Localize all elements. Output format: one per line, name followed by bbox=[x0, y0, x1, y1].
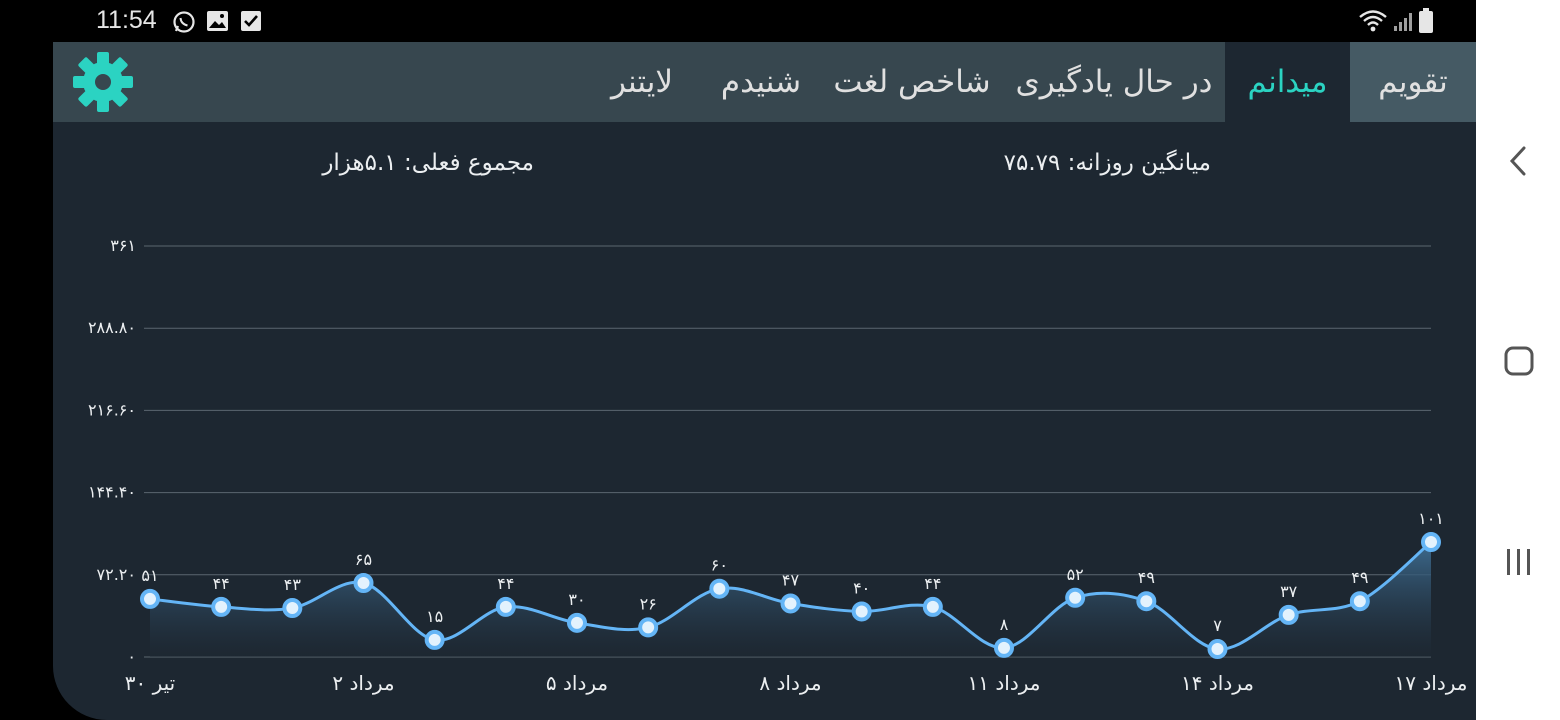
learned-words-chart: ۰ ۷۲.۲۰ ۱۴۴.۴۰ ۲۱۶.۶۰ ۲۸۸.۸۰ ۳۶۱ ۵۱ ۴۴ ۴۳ ۶۵ ۱۵ ۴۴… bbox=[88, 236, 1468, 695]
x-tick-label: ۱۷ مرداد bbox=[1395, 671, 1468, 695]
data-point[interactable] bbox=[1421, 532, 1441, 553]
navigation-bar bbox=[1476, 0, 1560, 720]
daily-average-text: میانگین روزانه: ۷۵.۷۹ bbox=[1003, 150, 1211, 176]
data-point[interactable] bbox=[140, 588, 160, 609]
data-label: ۶۵ bbox=[355, 550, 372, 569]
x-tick-label: ۲ مرداد bbox=[332, 671, 394, 695]
data-label: ۴۷ bbox=[782, 570, 800, 589]
data-point[interactable] bbox=[282, 598, 303, 619]
data-point[interactable] bbox=[780, 593, 801, 614]
tab-word-index[interactable]: شاخص لغت bbox=[833, 64, 991, 100]
data-point[interactable] bbox=[709, 578, 730, 599]
data-point[interactable] bbox=[994, 637, 1014, 658]
data-label: ۴۹ bbox=[1351, 568, 1368, 587]
data-label: ۵۱ bbox=[141, 566, 158, 585]
data-label: ۶۰ bbox=[711, 556, 728, 575]
tab-calendar[interactable]: تقویم bbox=[1350, 42, 1476, 122]
data-point[interactable] bbox=[638, 617, 659, 638]
x-tick-label: ۵ مرداد bbox=[546, 671, 608, 695]
y-tick-label: ۳۶۱ bbox=[110, 236, 136, 255]
x-tick-label: ۳۰ تیر bbox=[125, 671, 175, 695]
tab-known[interactable]: میدانم bbox=[1225, 42, 1350, 122]
image-icon bbox=[207, 11, 228, 31]
data-label: ۵۲ bbox=[1067, 565, 1084, 584]
current-total-text: مجموع فعلی: ۵.۱هزار bbox=[322, 150, 534, 176]
y-tick-label: ۰ bbox=[127, 647, 136, 666]
tab-leitner[interactable]: لایتنر bbox=[610, 64, 674, 100]
tab-bar: تقویم میدانم در حال یادگیری شاخص لغت شنی… bbox=[53, 42, 1476, 122]
battery-icon bbox=[1419, 8, 1433, 33]
data-label: ۱۵ bbox=[426, 607, 443, 626]
data-label: ۴۴ bbox=[497, 574, 514, 593]
data-label: ۷ bbox=[1213, 616, 1222, 635]
y-tick-label: ۱۴۴.۴۰ bbox=[88, 483, 136, 502]
home-icon[interactable] bbox=[1504, 346, 1534, 376]
status-time: 11:54 bbox=[96, 6, 157, 34]
app-window: تقویم میدانم در حال یادگیری شاخص لغت شنی… bbox=[53, 42, 1476, 720]
data-label: ۸ bbox=[1000, 615, 1009, 634]
data-point[interactable] bbox=[1278, 604, 1299, 625]
data-point[interactable] bbox=[567, 612, 587, 633]
data-point[interactable] bbox=[1349, 591, 1370, 612]
data-label: ۴۳ bbox=[284, 575, 302, 594]
data-label: ۲۶ bbox=[640, 594, 657, 613]
data-label: ۴۴ bbox=[213, 574, 230, 593]
x-tick-label: ۱۱ مرداد bbox=[968, 671, 1041, 695]
tab-heard[interactable]: شنیدم bbox=[720, 64, 802, 100]
gear-icon[interactable] bbox=[71, 50, 135, 114]
recents-icon[interactable] bbox=[1504, 547, 1534, 577]
chart-area bbox=[150, 542, 1431, 657]
data-point[interactable] bbox=[495, 596, 516, 617]
data-point[interactable] bbox=[424, 629, 445, 650]
data-label: ۴۰ bbox=[853, 578, 870, 597]
y-tick-label: ۲۱۶.۶۰ bbox=[88, 400, 136, 419]
data-label: ۴۴ bbox=[924, 574, 941, 593]
y-tick-label: ۲۸۸.۸۰ bbox=[88, 318, 136, 337]
back-icon[interactable] bbox=[1506, 145, 1530, 177]
tab-learning[interactable]: در حال یادگیری bbox=[1015, 64, 1213, 100]
x-tick-label: ۱۴ مرداد bbox=[1181, 671, 1254, 695]
data-label: ۴۹ bbox=[1138, 568, 1155, 587]
data-point[interactable] bbox=[1065, 587, 1086, 608]
data-point[interactable] bbox=[922, 596, 943, 617]
data-point[interactable] bbox=[211, 596, 232, 617]
y-tick-label: ۷۲.۲۰ bbox=[97, 565, 136, 584]
data-label: ۳۷ bbox=[1280, 582, 1298, 601]
data-point[interactable] bbox=[353, 572, 374, 593]
data-label: ۱۰۱ bbox=[1418, 509, 1444, 528]
status-bar: 11:54 bbox=[0, 0, 1476, 42]
data-point[interactable] bbox=[1207, 639, 1228, 660]
whatsapp-icon bbox=[173, 11, 195, 33]
x-tick-label: ۸ مرداد bbox=[759, 671, 821, 695]
data-point[interactable] bbox=[851, 601, 872, 622]
wifi-icon bbox=[1359, 10, 1387, 32]
data-point[interactable] bbox=[1136, 591, 1157, 612]
signal-icon bbox=[1394, 13, 1412, 31]
checkbox-icon bbox=[241, 11, 261, 31]
data-label: ۳۰ bbox=[568, 590, 585, 609]
